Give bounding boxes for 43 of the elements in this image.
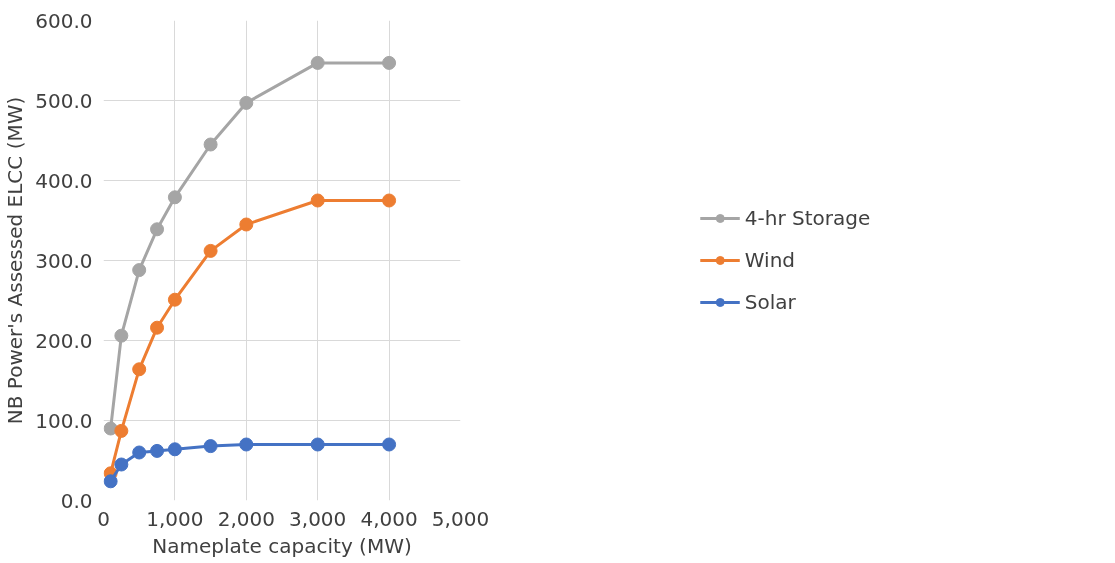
point <box>310 193 325 208</box>
point <box>203 137 218 152</box>
point <box>150 443 165 458</box>
point <box>150 222 165 237</box>
point <box>114 328 129 343</box>
y-tick-label: 500.0 <box>35 88 93 113</box>
point <box>114 457 129 472</box>
point <box>167 190 182 205</box>
y-tick-label: 300.0 <box>35 248 93 273</box>
y-tick-label: 0.0 <box>60 488 93 513</box>
point <box>310 55 325 70</box>
x-tick-label: 1,000 <box>146 506 204 531</box>
point <box>103 474 118 489</box>
y-tick-label: 600.0 <box>35 8 93 33</box>
y-axis-title: NB Power's Assessed ELCC (MW) <box>3 96 28 425</box>
y-tick-label: 400.0 <box>35 168 93 193</box>
point <box>239 217 254 232</box>
point <box>114 423 129 438</box>
legend-label: 4-hr Storage <box>744 206 871 230</box>
legend-label: Wind <box>744 248 796 272</box>
x-tick-label: 4,000 <box>360 506 418 531</box>
point <box>132 362 147 377</box>
x-tick-label: 3,000 <box>289 506 347 531</box>
point <box>239 95 254 110</box>
x-axis-title: Nameplate capacity (MW) <box>152 533 412 558</box>
point <box>167 292 182 307</box>
point <box>239 437 254 452</box>
y-tick-label: 100.0 <box>35 408 93 433</box>
y-tick-label: 200.0 <box>35 328 93 353</box>
point <box>203 243 218 258</box>
point <box>167 442 182 457</box>
legend-label: Solar <box>744 290 796 314</box>
x-tick-label: 5,000 <box>431 506 490 531</box>
point <box>132 445 147 460</box>
point <box>310 437 325 452</box>
point <box>382 193 397 208</box>
x-tick-label: 0 <box>97 506 110 531</box>
x-tick-label: 2,000 <box>217 506 275 531</box>
point <box>132 263 147 278</box>
point <box>203 439 218 454</box>
point <box>382 55 397 70</box>
point <box>150 320 165 335</box>
point <box>382 437 397 452</box>
